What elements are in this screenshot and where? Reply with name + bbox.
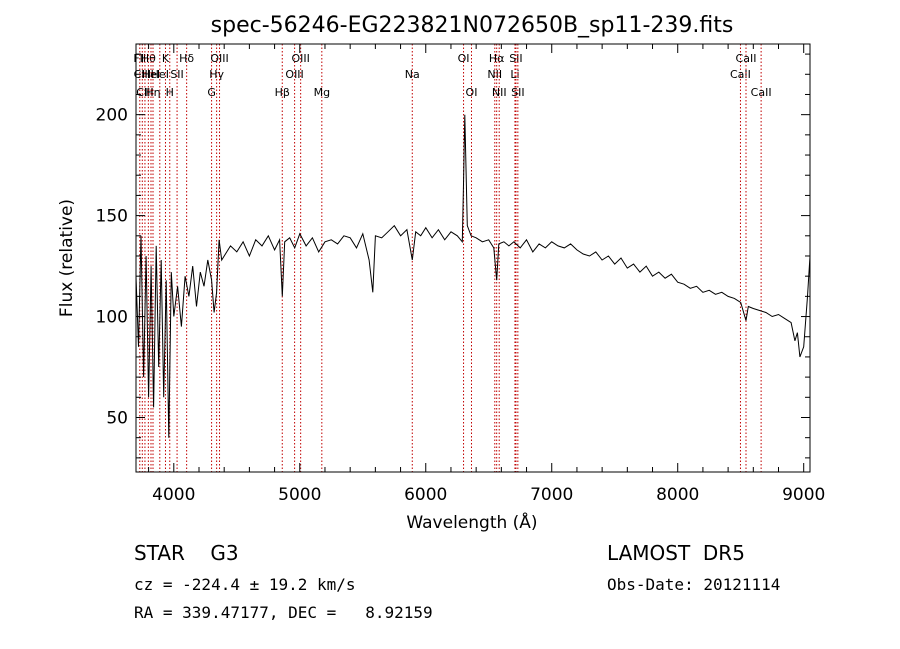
x-tick-label: 5000	[278, 485, 321, 505]
marker-label-28: CaII	[736, 52, 757, 65]
marker-label-15: OIII	[285, 68, 303, 81]
marker-label-14: Hβ	[275, 86, 290, 99]
spectrum-line-0	[135, 114, 811, 438]
marker-label-2: CIII	[136, 86, 153, 99]
marker-label-13: OIII	[210, 52, 228, 65]
marker-label-22: Hα	[489, 52, 505, 65]
coordinates: RA = 339.47177, DEC = 8.92159	[134, 603, 433, 622]
x-tick-label: 7000	[530, 485, 573, 505]
survey-release: LAMOST DR5	[607, 541, 745, 565]
marker-label-24: Li	[510, 68, 519, 81]
x-tick-label: 4000	[152, 485, 195, 505]
marker-label-4: HeI	[142, 68, 160, 81]
marker-label-1: CIII	[134, 68, 151, 81]
marker-label-27: CaII	[730, 68, 751, 81]
plot-frame	[135, 43, 811, 473]
marker-label-10: Hδ	[179, 52, 194, 65]
redshift-velocity: cz = -224.4 ± 19.2 km/s	[134, 575, 356, 594]
marker-label-8: H	[166, 86, 174, 99]
object-class: STAR G3	[134, 541, 239, 565]
data-series	[135, 114, 811, 438]
observation-date: Obs-Date: 20121114	[607, 575, 781, 594]
y-tick-label: 150	[96, 207, 128, 227]
y-tick-label: 100	[96, 308, 128, 328]
marker-label-7: K	[162, 52, 170, 65]
y-tick-label: 200	[96, 106, 128, 126]
marker-label-25: SII	[509, 52, 522, 65]
marker-label-23: NII	[492, 86, 507, 99]
marker-label-19: OI	[458, 52, 470, 65]
marker-label-16: OIII	[291, 52, 309, 65]
marker-label-5: Hη	[145, 86, 160, 99]
y-tick-label: 50	[106, 408, 128, 428]
chart-title: spec-56246-EG223821N072650B_sp11-239.fit…	[211, 13, 734, 38]
marker-label-20: OI	[466, 86, 478, 99]
x-tick-label: 9000	[782, 485, 825, 505]
marker-label-3: Hθ	[141, 52, 156, 65]
marker-label-21: NII	[487, 68, 502, 81]
x-tick-label: 6000	[404, 485, 447, 505]
marker-label-17: Mg	[314, 86, 330, 99]
axes: 4000 5000 6000 7000 8000 9000 50 100 150 200	[96, 44, 825, 505]
x-axis-label: Wavelength (Å)	[406, 511, 537, 533]
marker-label-18: Na	[405, 68, 420, 81]
marker-label-11: G	[207, 86, 216, 99]
x-tick-label: 8000	[656, 485, 699, 505]
marker-label-0: FII	[133, 52, 146, 65]
marker-label-9: SII	[170, 68, 183, 81]
emission-line-markers: FIICIIICIIIHθHeIHηHeIKHSIIHδGHγOIIIHβOII…	[133, 44, 772, 472]
marker-label-29: CaII	[751, 86, 772, 99]
marker-label-12: Hγ	[209, 68, 224, 81]
y-axis-label: Flux (relative)	[57, 199, 77, 317]
marker-label-6: HeI	[151, 68, 169, 81]
marker-label-26: SII	[511, 86, 524, 99]
